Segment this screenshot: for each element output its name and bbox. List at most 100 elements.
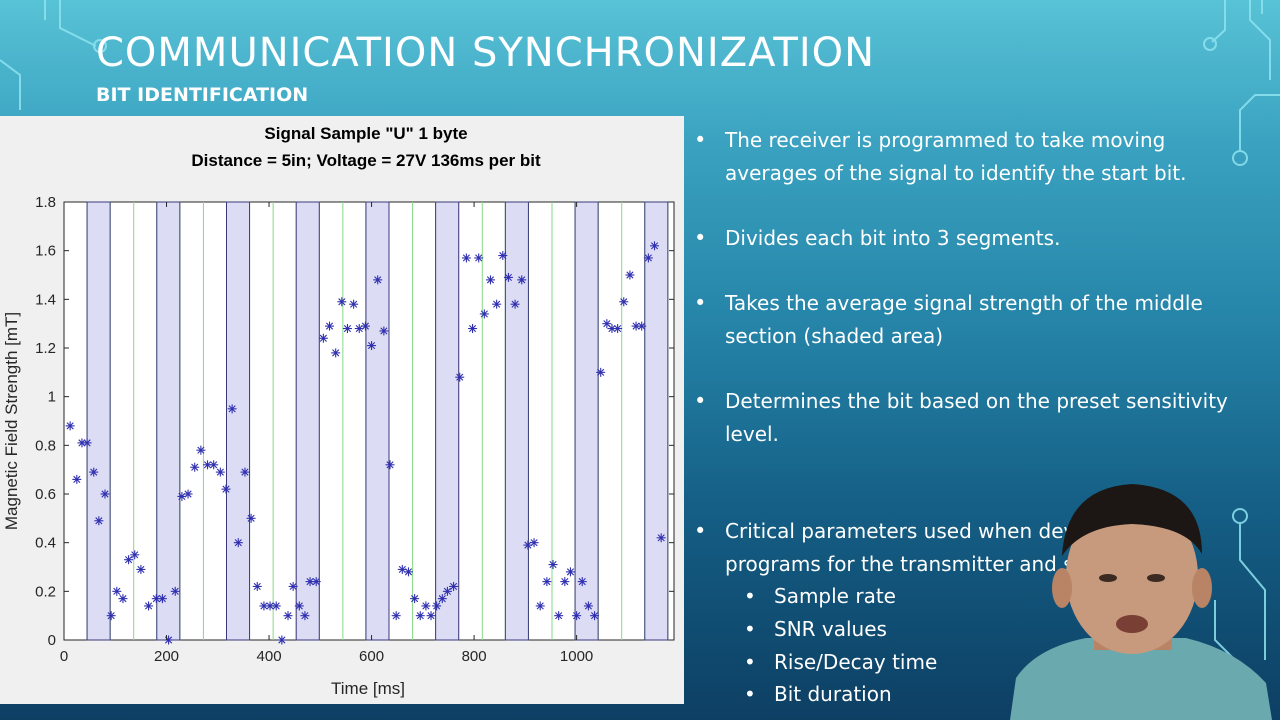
data-point: [65, 421, 75, 431]
data-point: [349, 299, 359, 309]
data-point-stroke: [404, 568, 413, 576]
data-point-stroke: [158, 595, 167, 603]
y-tick-label: 1.6: [35, 243, 56, 260]
data-point: [373, 275, 383, 285]
y-tick-label: 1.2: [35, 340, 56, 357]
bullet-dot-icon: •: [694, 226, 707, 250]
data-point: [221, 484, 231, 494]
data-point: [325, 321, 335, 331]
data-point: [498, 251, 508, 261]
data-point: [136, 564, 146, 574]
data-point-stroke: [657, 534, 665, 542]
data-point: [360, 321, 370, 331]
data-point-stroke: [468, 324, 477, 333]
data-point-stroke: [184, 490, 192, 498]
data-point-stroke: [443, 587, 452, 595]
data-point-stroke: [137, 565, 145, 574]
data-point: [385, 460, 395, 470]
data-point-stroke: [228, 405, 236, 413]
data-point: [426, 611, 436, 621]
data-point: [82, 438, 92, 448]
data-point: [164, 635, 174, 645]
data-point-stroke: [319, 334, 327, 342]
bullet-text: Divides each bit into 3 segments.: [725, 226, 1061, 250]
presenter-webcam-overlay: [1010, 484, 1272, 720]
data-point-stroke: [266, 602, 274, 610]
data-point-stroke: [638, 322, 646, 330]
data-point-stroke: [511, 300, 519, 308]
data-point-stroke: [518, 276, 526, 284]
x-tick-label: 800: [462, 648, 487, 665]
sub-bullet-dot-icon: •: [744, 617, 756, 641]
data-point-stroke: [107, 612, 115, 620]
data-point: [403, 567, 413, 577]
data-point-stroke: [449, 582, 458, 591]
data-point-stroke: [301, 612, 309, 620]
data-point: [523, 540, 533, 550]
data-point-stroke: [83, 439, 91, 447]
chart-figure: Signal Sample "U" 1 byte Distance = 5in;…: [0, 116, 684, 704]
data-point: [106, 611, 116, 621]
bullet-text: Determines the bit based on the preset s…: [725, 389, 1228, 446]
data-point: [548, 560, 558, 570]
chart-title-line-1: Signal Sample "U" 1 byte: [264, 124, 467, 143]
shaded-middle-section: [644, 201, 669, 641]
data-point: [421, 601, 431, 611]
data-point-stroke: [171, 587, 179, 595]
slide-subtitle: BIT IDENTIFICATION: [96, 84, 309, 106]
data-point: [442, 586, 452, 596]
data-point-stroke: [332, 349, 340, 357]
data-point: [619, 297, 629, 307]
data-point: [209, 460, 219, 470]
data-point: [554, 611, 564, 621]
data-point: [157, 594, 167, 604]
data-point: [367, 341, 377, 351]
data-point-stroke: [530, 539, 538, 547]
data-point-stroke: [603, 320, 611, 328]
data-point: [331, 348, 341, 358]
data-point: [577, 577, 587, 587]
signal-scatter-chart: Signal Sample "U" 1 byte Distance = 5in;…: [2, 124, 675, 698]
data-point-stroke: [499, 251, 507, 260]
shaded-middle-section: [225, 201, 251, 641]
data-point-stroke: [289, 582, 297, 591]
data-point-stroke: [573, 612, 581, 620]
bullet-dot-icon: •: [694, 519, 707, 543]
data-point: [613, 324, 623, 334]
data-point-stroke: [343, 324, 352, 333]
data-point: [112, 586, 122, 596]
y-tick-label: 0: [48, 632, 56, 649]
data-point-stroke: [241, 468, 249, 476]
data-point-stroke: [124, 556, 133, 564]
data-point-stroke: [66, 422, 74, 430]
data-point: [240, 467, 250, 477]
data-point: [215, 467, 225, 477]
data-point: [415, 611, 425, 621]
chart-title-line-2: Distance = 5in; Voltage = 27V 136ms per …: [191, 151, 541, 170]
data-point: [517, 275, 527, 285]
sub-bullet-dot-icon: •: [744, 584, 756, 608]
data-point: [300, 611, 310, 621]
data-point: [342, 324, 352, 334]
data-point: [583, 601, 593, 611]
y-tick-label: 1.4: [35, 291, 56, 308]
data-point-stroke: [284, 612, 292, 620]
data-point: [510, 299, 520, 309]
data-point-stroke: [392, 612, 400, 620]
bullet-dot-icon: •: [694, 291, 707, 315]
data-point-stroke: [367, 341, 376, 350]
data-point-stroke: [312, 578, 320, 586]
data-point-stroke: [433, 602, 441, 610]
data-point: [227, 404, 237, 414]
y-tick-label: 0.4: [35, 535, 56, 552]
data-point: [410, 594, 420, 604]
x-tick-label: 0: [60, 648, 68, 665]
data-point: [596, 367, 606, 377]
data-point-stroke: [650, 242, 659, 250]
data-point-stroke: [398, 565, 406, 574]
data-point-stroke: [374, 276, 382, 284]
data-point-stroke: [216, 468, 224, 476]
data-point-stroke: [422, 602, 430, 610]
data-point: [94, 516, 104, 526]
